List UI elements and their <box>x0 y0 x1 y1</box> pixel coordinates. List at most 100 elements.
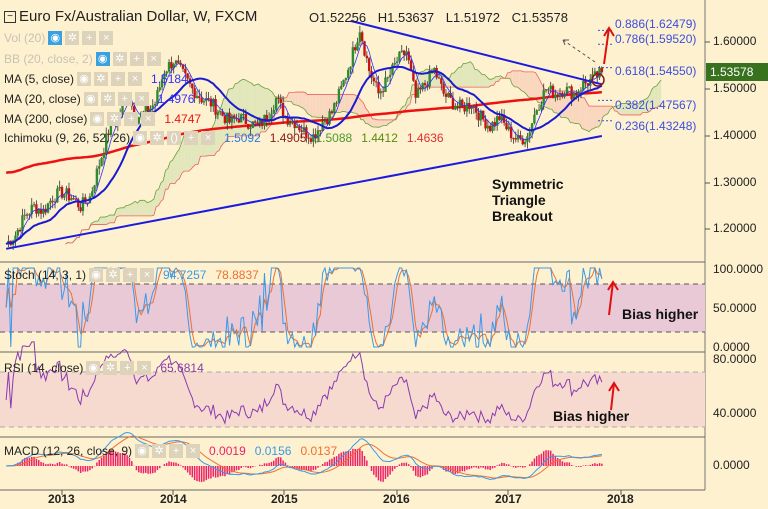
gear-icon[interactable]: ✲ <box>150 131 165 145</box>
close-icon[interactable]: × <box>137 361 152 375</box>
ichimoku-cloud-segment <box>374 119 378 128</box>
close-icon[interactable]: × <box>146 52 161 66</box>
candle-body <box>253 121 257 123</box>
eye-icon[interactable]: ◉ <box>133 131 148 145</box>
eye-icon[interactable]: ◉ <box>89 268 104 282</box>
ichimoku-cloud-segment <box>412 84 415 95</box>
open-value: O1.52256 <box>309 10 367 25</box>
stoch-tick: 50.0000 <box>713 301 757 315</box>
ichimoku-cloud-segment <box>258 84 261 136</box>
close-icon[interactable]: × <box>134 92 149 106</box>
ichimoku-cloud-segment <box>118 207 122 216</box>
close-icon[interactable]: × <box>140 268 155 282</box>
ichimoku-cloud-segment <box>479 71 482 88</box>
candle-body <box>23 214 26 216</box>
ichimoku-cloud-segment <box>149 200 152 216</box>
ichimoku-cloud-segment <box>312 94 315 117</box>
plus-icon[interactable]: + <box>184 131 199 145</box>
plus-icon[interactable]: + <box>82 31 97 45</box>
candle-body <box>488 125 492 132</box>
eye-icon[interactable]: ◉ <box>86 361 101 375</box>
ichimoku-cloud-segment <box>109 215 112 223</box>
eye-icon[interactable]: ◉ <box>95 52 110 66</box>
gear-icon[interactable]: ✲ <box>100 92 115 106</box>
plus-icon[interactable]: + <box>120 361 135 375</box>
eye-icon[interactable]: ◉ <box>135 444 150 458</box>
eye-icon[interactable]: ◉ <box>83 92 98 106</box>
gear-icon[interactable]: ✲ <box>107 112 122 126</box>
close-icon[interactable]: × <box>186 444 201 458</box>
ichimoku-cloud-segment <box>470 61 473 88</box>
candle-body <box>582 81 585 91</box>
gear-icon[interactable]: ✲ <box>65 31 80 45</box>
stoch-arrow-head-icon <box>607 280 619 291</box>
candle-body <box>207 98 210 100</box>
ichimoku-cloud-segment <box>523 71 527 95</box>
legend-bb[interactable]: BB (20, close, 2) ◉ ✲ + × <box>4 52 161 66</box>
candle-body <box>209 98 213 107</box>
eye-icon[interactable]: ◉ <box>90 112 105 126</box>
legend-ma200[interactable]: MA (200, close) ◉ ✲ + × 1.4747 <box>4 112 201 126</box>
gear-icon[interactable]: ✲ <box>103 361 118 375</box>
projection-arrow <box>562 39 596 63</box>
chart-title: Euro Fx/Australian Dollar, W, FXCM <box>19 8 258 25</box>
candle-body <box>549 85 552 90</box>
candle-body <box>377 82 380 94</box>
time-tick: 2015 <box>271 492 298 506</box>
gear-icon[interactable]: ✲ <box>94 72 109 86</box>
ichimoku-cloud-segment <box>125 205 129 216</box>
legend-ma5[interactable]: MA (5, close) ◉ ✲ + × 1.5184 <box>4 72 188 86</box>
candle-body <box>18 229 22 232</box>
legend-macd[interactable]: MACD (12, 26, close, 9) ◉ ✲ + × 0.0019 0.0156 0… <box>4 444 337 458</box>
gear-icon[interactable]: ✲ <box>106 268 121 282</box>
ichimoku-cloud-segment <box>107 215 110 225</box>
plus-icon[interactable]: + <box>111 72 126 86</box>
candle-body <box>470 107 473 109</box>
legend-rsi[interactable]: RSI (14, close) ◉ ✲ + × 65.6814 <box>4 361 204 375</box>
ichimoku-cloud-segment <box>458 67 462 88</box>
candle-body <box>374 81 378 83</box>
legend-ma20[interactable]: MA (20, close) ◉ ✲ + × 1.4976 <box>4 92 194 106</box>
plus-icon[interactable]: + <box>129 52 144 66</box>
candle-body <box>95 168 99 186</box>
candle-body <box>533 114 536 124</box>
gear-icon[interactable]: ✲ <box>152 444 167 458</box>
ichimoku-cloud-segment <box>635 103 638 115</box>
candle-body <box>458 99 462 106</box>
candle-body <box>412 70 415 81</box>
low-value: L1.51972 <box>445 10 500 25</box>
plus-icon[interactable]: + <box>117 92 132 106</box>
candle-body <box>565 86 569 95</box>
ichimoku-cloud-segment <box>437 72 441 88</box>
bb-label: BB (20, close, 2) <box>4 52 93 66</box>
rsi-value: 65.6814 <box>160 361 204 375</box>
plus-icon[interactable]: + <box>124 112 139 126</box>
brackets-icon[interactable]: () <box>167 131 182 145</box>
close-icon[interactable]: × <box>201 131 216 145</box>
eye-icon[interactable]: ◉ <box>48 31 63 45</box>
plus-icon[interactable]: + <box>169 444 184 458</box>
candle-body <box>530 123 534 133</box>
ichimoku-cloud-segment <box>174 152 178 184</box>
legend-ichimoku[interactable]: Ichimoku (9, 26, 52, 26) ◉ ✲() + × 1.5092 1.… <box>4 131 444 145</box>
eye-icon[interactable]: ◉ <box>77 72 92 86</box>
legend-vol[interactable]: Vol (20) ◉ ✲ + × <box>4 31 114 45</box>
ichimoku-cloud-segment <box>575 95 578 124</box>
close-icon[interactable]: × <box>141 112 156 126</box>
close-icon[interactable]: × <box>99 31 114 45</box>
candle-body <box>105 133 108 154</box>
candle-body <box>449 93 452 98</box>
candle-body <box>146 106 150 113</box>
ichimoku-cloud-segment <box>105 216 108 225</box>
candle-body <box>333 103 336 114</box>
ichimoku-cloud-segment <box>170 160 173 184</box>
ichimoku-cloud-segment <box>468 61 471 88</box>
close-icon[interactable]: × <box>128 72 143 86</box>
candle-body <box>598 67 601 78</box>
plus-icon[interactable]: + <box>123 268 138 282</box>
legend-stoch[interactable]: Stoch (14, 3, 1) ◉ ✲ + × 94.7257 78.8837 <box>4 268 259 282</box>
collapse-icon[interactable]: − <box>4 10 16 23</box>
ichimoku-cloud-segment <box>114 208 117 223</box>
gear-icon[interactable]: ✲ <box>112 52 127 66</box>
